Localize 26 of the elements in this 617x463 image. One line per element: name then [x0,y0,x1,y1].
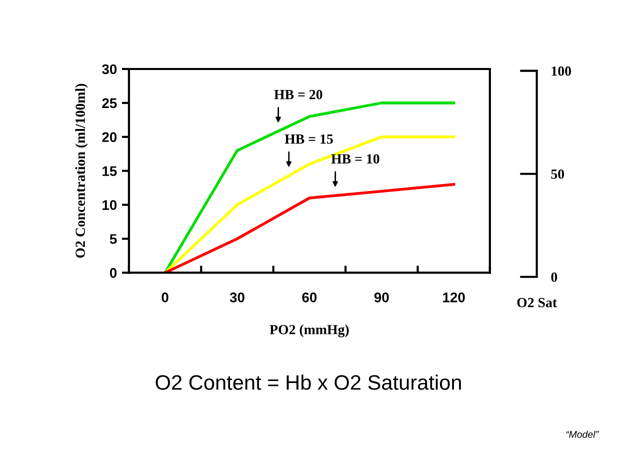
line-series [164,136,456,273]
x-tick-label: 90 [374,292,389,302]
y-tick-label: 25 [102,98,117,108]
x-tick-label: 60 [302,292,317,302]
line-series [164,183,456,273]
y2-tick-label: 50 [551,169,564,179]
annotation: HB = 10 [331,154,380,164]
y-tick-label: 5 [110,234,117,244]
y2-tick-label: 0 [551,272,558,282]
y-tick-label: 0 [110,268,117,278]
y-tick-label: 20 [102,132,117,142]
annotation: HB = 15 [284,134,333,144]
text: “Model” [566,430,599,438]
x-tick-label: 120 [443,292,465,302]
x-tick-label: 0 [162,292,168,302]
y-tick-label: 10 [102,200,117,210]
x-axis-title: PO2 (mmHg) [270,324,349,338]
line-series [164,102,456,273]
x-tick-label: 30 [230,292,244,302]
y2-axis-title: O2 Sat [517,298,557,308]
annotation: HB = 20 [274,90,322,100]
y-tick-label: 15 [102,166,117,176]
y-tick-label: 30 [102,64,117,74]
y-axis-title: O2 Concentration (ml/100ml) [75,84,88,258]
y2-tick-label: 100 [552,66,571,76]
text: O2 Content = Hb x O2 Saturation [156,374,461,390]
